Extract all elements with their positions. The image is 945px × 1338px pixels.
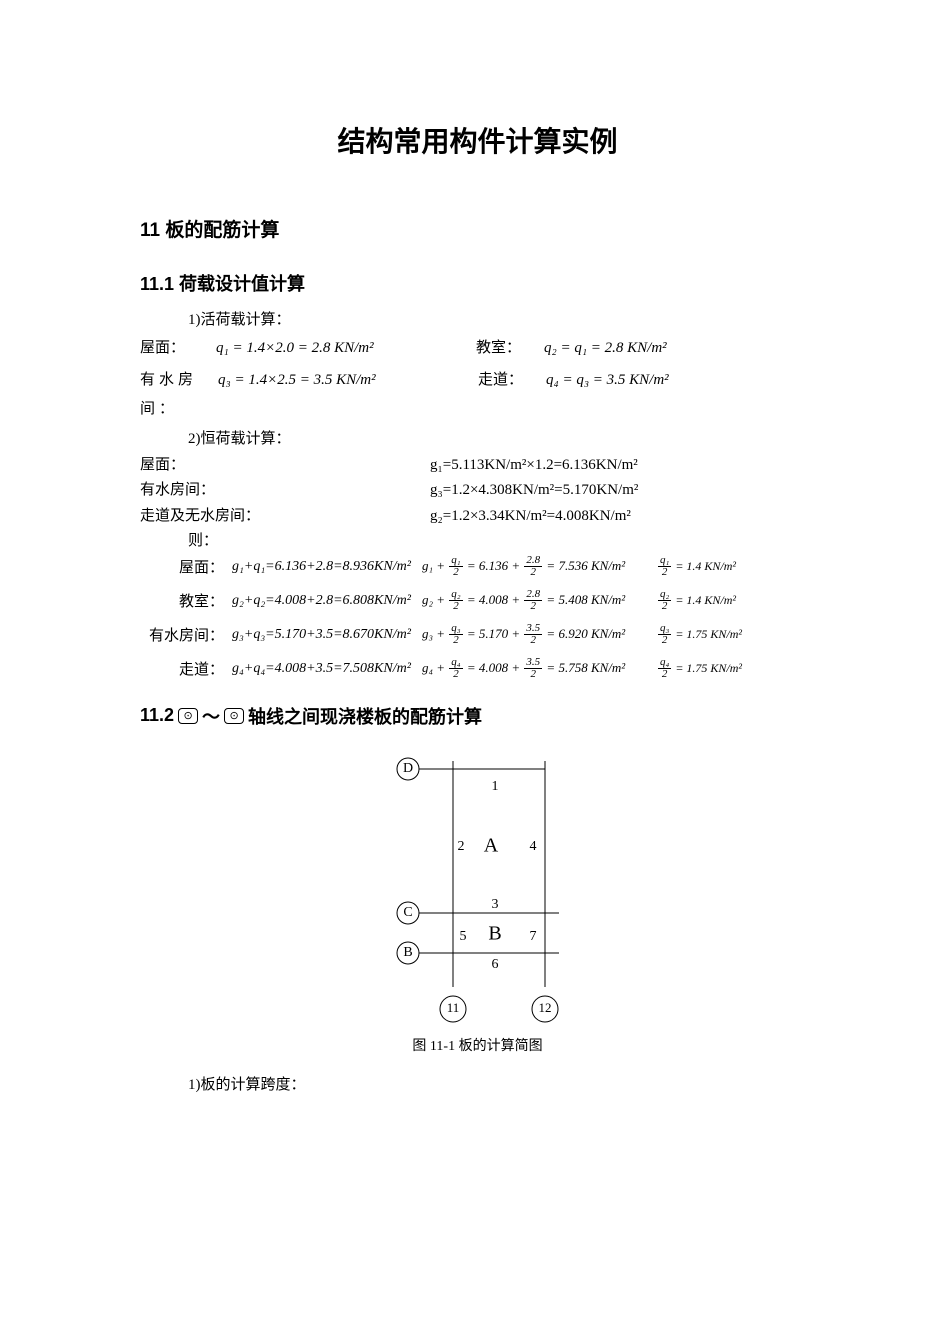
svg-text:3: 3 — [491, 897, 498, 912]
svg-text:5: 5 — [459, 929, 466, 944]
svg-text:A: A — [483, 834, 498, 856]
section-11-1-heading: 11.1 荷载设计值计算 — [140, 270, 815, 296]
combo-table: 屋面：g₁+q₁=6.136+2.8=8.936KN/m²g₁ + q₁2 = … — [140, 555, 815, 681]
combo-q-half: q₃2 = 1.75 KN/m² — [657, 623, 815, 647]
section-11-2-heading: 11.2 ⊙ ～ ⊙ 轴线之间现浇楼板的配筋计算 — [140, 703, 815, 729]
section-11-heading: 11 板的配筋计算 — [140, 215, 815, 242]
combo-q-half: q₄2 = 1.75 KN/m² — [657, 657, 815, 681]
then-label: 则： — [188, 529, 815, 555]
axis-icon: ⊙ — [178, 708, 198, 724]
dead-eq: g₂=1.2×3.34KN/m²=4.008KN/m² — [430, 504, 815, 530]
combo-sum: g₃+q₃=5.170+3.5=8.670KN/m² — [232, 627, 422, 643]
row-label: 走道及无水房间： — [140, 504, 430, 530]
combo-half: g₄ + q₄2 = 4.008 + 3.52 = 5.758 KN/m² — [422, 657, 657, 681]
svg-text:11: 11 — [446, 1000, 459, 1015]
combo-sum: g₁+q₁=6.136+2.8=8.936KN/m² — [232, 559, 422, 575]
combo-row: 有水房间：g₃+q₃=5.170+3.5=8.670KN/m²g₃ + q₃2 … — [140, 623, 815, 647]
combo-sum: g₄+q₄=4.008+3.5=7.508KN/m² — [232, 661, 422, 677]
combo-half: g₁ + q₁2 = 6.136 + 2.82 = 7.536 KN/m² — [422, 555, 657, 579]
combo-half: g₃ + q₃2 = 5.170 + 3.52 = 6.920 KN/m² — [422, 623, 657, 647]
live-eq: q₃ = 1.4×2.5 = 3.5 KN/m² — [218, 366, 478, 423]
row-label: 教室： — [140, 590, 232, 611]
dead-row: 走道及无水房间： g₂=1.2×3.34KN/m²=4.008KN/m² — [140, 504, 815, 530]
dead-row: 有水房间： g₃=1.2×4.308KN/m²=5.170KN/m² — [140, 478, 815, 504]
dead-eq: g₁=5.113KN/m²×1.2=6.136KN/m² — [430, 453, 815, 479]
svg-text:C: C — [403, 905, 412, 920]
row-label: 走道： — [478, 366, 546, 423]
live-eq: q₂ = q₁ = 2.8 KN/m² — [544, 334, 815, 363]
row-label: 有水房间： — [140, 624, 232, 645]
live-row: 屋面： q₁ = 1.4×2.0 = 2.8 KN/m² 教室： q₂ = q₁… — [140, 334, 815, 363]
combo-row: 屋面：g₁+q₁=6.136+2.8=8.936KN/m²g₁ + q₁2 = … — [140, 555, 815, 579]
combo-q-half: q₂2 = 1.4 KN/m² — [657, 589, 815, 613]
row-label: 屋面： — [140, 453, 430, 479]
svg-text:B: B — [488, 922, 501, 944]
svg-text:6: 6 — [491, 957, 498, 972]
combo-row: 教室：g₂+q₂=4.008+2.8=6.808KN/m²g₂ + q₂2 = … — [140, 589, 815, 613]
figure-caption: 图 11-1 板的计算简图 — [140, 1035, 815, 1055]
combo-q-half: q₁2 = 1.4 KN/m² — [657, 555, 815, 579]
svg-text:7: 7 — [529, 929, 536, 944]
svg-text:12: 12 — [538, 1000, 551, 1015]
svg-text:2: 2 — [457, 839, 464, 854]
dead-eq: g₃=1.2×4.308KN/m²=5.170KN/m² — [430, 478, 815, 504]
row-label: 有水房间： — [140, 366, 218, 423]
heading-text: ～ — [202, 703, 220, 729]
svg-text:B: B — [403, 945, 412, 960]
heading-text: 11.2 — [140, 705, 174, 726]
slab-diagram: DCB111212A435B76 — [373, 747, 583, 1027]
row-label: 有水房间： — [140, 478, 430, 504]
row-label: 屋面： — [140, 556, 232, 577]
page-title: 结构常用构件计算实例 — [140, 120, 815, 160]
row-label: 走道： — [140, 658, 232, 679]
span-heading: 1)板的计算跨度： — [188, 1073, 815, 1099]
dead-load-heading: 2)恒荷载计算： — [188, 427, 815, 453]
combo-row: 走道：g₄+q₄=4.008+3.5=7.508KN/m²g₄ + q₄2 = … — [140, 657, 815, 681]
row-label: 教室： — [476, 334, 544, 363]
heading-text: 轴线之间现浇楼板的配筋计算 — [248, 703, 482, 729]
live-eq: q₁ = 1.4×2.0 = 2.8 KN/m² — [216, 334, 476, 363]
svg-text:D: D — [402, 761, 412, 776]
dead-row: 屋面： g₁=5.113KN/m²×1.2=6.136KN/m² — [140, 453, 815, 479]
live-row: 有水房间： q₃ = 1.4×2.5 = 3.5 KN/m² 走道： q₄ = … — [140, 366, 815, 423]
live-load-heading: 1)活荷载计算： — [188, 308, 815, 334]
axis-icon: ⊙ — [224, 708, 244, 724]
svg-text:4: 4 — [529, 839, 536, 854]
combo-half: g₂ + q₂2 = 4.008 + 2.82 = 5.408 KN/m² — [422, 589, 657, 613]
combo-sum: g₂+q₂=4.008+2.8=6.808KN/m² — [232, 593, 422, 609]
live-eq: q₄ = q₃ = 3.5 KN/m² — [546, 366, 815, 423]
page: 结构常用构件计算实例 11 板的配筋计算 11.1 荷载设计值计算 1)活荷载计… — [0, 0, 945, 1338]
svg-text:1: 1 — [491, 779, 498, 794]
row-label: 屋面： — [140, 334, 216, 363]
